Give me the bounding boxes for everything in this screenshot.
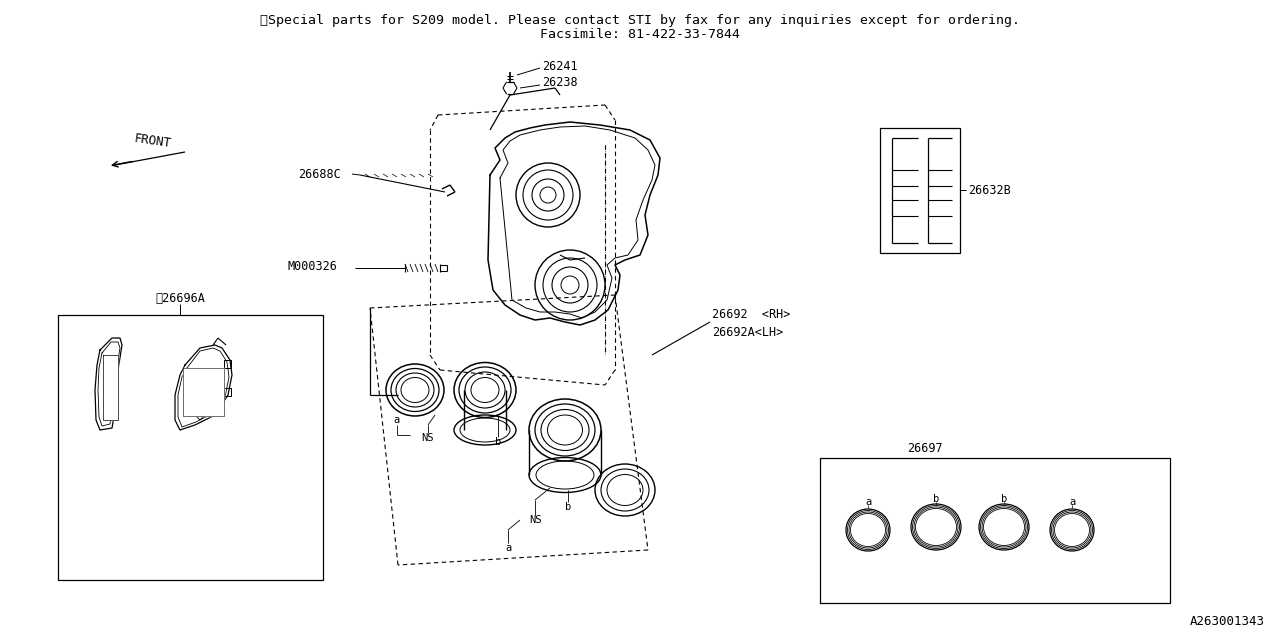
Text: 26688C: 26688C bbox=[298, 168, 340, 180]
Text: 26697: 26697 bbox=[908, 442, 943, 454]
Polygon shape bbox=[183, 368, 224, 416]
Text: a: a bbox=[1069, 497, 1075, 507]
Polygon shape bbox=[102, 355, 118, 420]
Text: A263001343: A263001343 bbox=[1190, 615, 1265, 628]
Text: Facsimile: 81-422-33-7844: Facsimile: 81-422-33-7844 bbox=[540, 28, 740, 41]
Text: b: b bbox=[564, 502, 571, 512]
Text: 26241: 26241 bbox=[541, 60, 577, 72]
Bar bbox=[58, 315, 323, 580]
Text: ※26696A: ※26696A bbox=[155, 291, 205, 305]
Text: a: a bbox=[504, 543, 511, 553]
Text: 26692A<LH>: 26692A<LH> bbox=[712, 326, 783, 339]
Text: ※Special parts for S209 model. Please contact STI by fax for any inquiries excep: ※Special parts for S209 model. Please co… bbox=[260, 14, 1020, 27]
Bar bbox=[224, 388, 230, 396]
Text: b: b bbox=[1001, 494, 1007, 504]
Text: b: b bbox=[495, 437, 502, 447]
Text: 26238: 26238 bbox=[541, 77, 577, 90]
Text: FRONT: FRONT bbox=[133, 132, 173, 150]
Bar bbox=[881, 128, 960, 253]
Text: M000326: M000326 bbox=[288, 260, 338, 273]
Text: NS: NS bbox=[529, 515, 541, 525]
Text: a: a bbox=[865, 497, 872, 507]
Text: b: b bbox=[933, 494, 940, 504]
Text: 26692  <RH>: 26692 <RH> bbox=[712, 308, 790, 321]
Text: 26632B: 26632B bbox=[968, 184, 1011, 196]
Text: NS: NS bbox=[421, 433, 434, 443]
Bar bbox=[820, 458, 1170, 603]
Bar bbox=[224, 360, 230, 368]
Text: a: a bbox=[394, 415, 401, 425]
